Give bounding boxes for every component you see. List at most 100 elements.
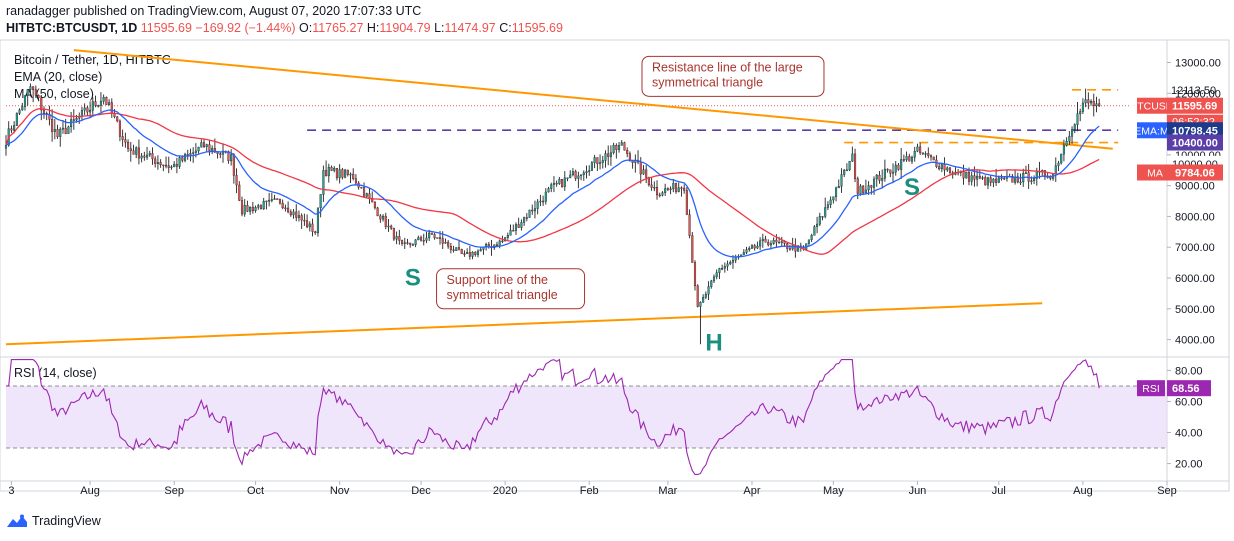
tradingview-logo[interactable]: TradingView <box>6 514 101 528</box>
candle-body <box>430 232 433 235</box>
candle-body <box>1068 136 1071 142</box>
candle-body <box>848 160 851 171</box>
candle-body <box>219 153 222 155</box>
candle-body <box>384 215 387 227</box>
candle-body <box>569 174 572 178</box>
price-tick-label: 5000.00 <box>1175 304 1215 316</box>
open-label: O: <box>299 21 313 35</box>
candle-body <box>116 116 119 122</box>
candle-body <box>908 156 911 162</box>
candle-body <box>989 177 992 183</box>
candle-body <box>924 153 927 155</box>
candle-body <box>927 153 930 156</box>
time-tick-label: Aug <box>1073 485 1093 497</box>
candle-body <box>227 151 230 162</box>
price-change: −169.92 (−1.44%) <box>195 21 296 35</box>
candle-body <box>276 198 279 200</box>
candle-body <box>15 113 18 126</box>
candle-body <box>240 200 244 215</box>
candle-body <box>178 157 181 167</box>
pattern-label: S <box>405 265 421 292</box>
candle-body <box>580 174 583 177</box>
candle-body <box>89 109 92 113</box>
ma-tag <box>1137 164 1173 181</box>
candle-body <box>1033 178 1036 181</box>
candle-body <box>555 182 558 185</box>
emama-price-box <box>1167 122 1223 139</box>
candle-body <box>251 206 254 212</box>
rsi-legend[interactable]: RSI (14, close) <box>14 366 97 380</box>
trendline <box>5 302 1043 346</box>
candle-body <box>984 177 987 186</box>
time-tick-label: Apr <box>743 485 760 497</box>
candle-body <box>506 234 509 238</box>
candle-body <box>159 162 162 166</box>
candle-body <box>593 157 596 163</box>
candle-body <box>51 119 54 132</box>
candle-body <box>1057 162 1060 166</box>
candle-body <box>192 152 195 154</box>
candle-body <box>129 148 132 151</box>
candle-body <box>444 241 447 244</box>
candle-body <box>691 235 694 263</box>
candle-body <box>514 224 518 231</box>
candle-body <box>102 97 105 102</box>
candle-body <box>346 169 349 175</box>
candle-body <box>821 216 824 218</box>
time-tick-label: May <box>823 485 844 497</box>
candle-body <box>325 170 328 177</box>
candle-body <box>753 245 756 249</box>
rsi-band <box>6 385 1167 449</box>
rsi-line <box>6 358 1100 475</box>
rsi-tag <box>1137 380 1165 397</box>
candle-body <box>162 164 165 167</box>
candle-body <box>962 171 965 179</box>
candle-body <box>623 142 626 151</box>
candle-body <box>588 170 591 172</box>
candle-body <box>723 265 726 269</box>
candle-body <box>919 146 922 153</box>
candle-body <box>764 238 767 243</box>
candle-body <box>653 187 656 189</box>
candle-body <box>729 262 732 265</box>
candle-body <box>368 193 371 199</box>
candle-body <box>582 172 585 175</box>
candle-body <box>946 167 949 171</box>
price-label-12113: 12113.50 <box>1171 85 1216 97</box>
ema-legend[interactable]: EMA (20, close) <box>14 70 103 84</box>
candle-body <box>599 162 602 164</box>
time-tick-label: Aug <box>80 485 100 497</box>
candle-body <box>734 257 737 261</box>
candle-body <box>772 239 775 244</box>
candle-body <box>875 174 878 180</box>
candle-body <box>862 185 865 194</box>
candle-body <box>175 163 178 167</box>
candle-body <box>208 144 211 152</box>
rsi-tick-label: 60.00 <box>1175 396 1203 408</box>
candle-body <box>1095 103 1098 107</box>
ma-legend[interactable]: MA (50, close) <box>14 87 94 101</box>
time-tick-label: Jun <box>909 485 927 497</box>
candle-body <box>265 200 268 203</box>
candle-body <box>284 207 287 210</box>
candle-body <box>520 222 523 228</box>
emama-price: 10798.45 <box>1172 125 1218 137</box>
candle-body <box>818 216 821 225</box>
candle-body <box>539 200 542 203</box>
candle-body <box>650 184 653 188</box>
candle-body <box>70 119 73 128</box>
tradingview-logo-icon <box>7 514 27 527</box>
candle-body <box>382 215 385 220</box>
candle-body <box>710 280 713 287</box>
candle-body <box>685 190 688 215</box>
candle-body <box>108 102 111 105</box>
candle-body <box>32 86 35 90</box>
candle-body <box>618 145 621 150</box>
candle-body <box>146 154 149 158</box>
candle-body <box>902 159 905 161</box>
candle-body <box>932 156 935 161</box>
candle-body <box>306 220 309 228</box>
candle-body <box>544 191 547 202</box>
time-tick-label: Jul <box>992 485 1006 497</box>
